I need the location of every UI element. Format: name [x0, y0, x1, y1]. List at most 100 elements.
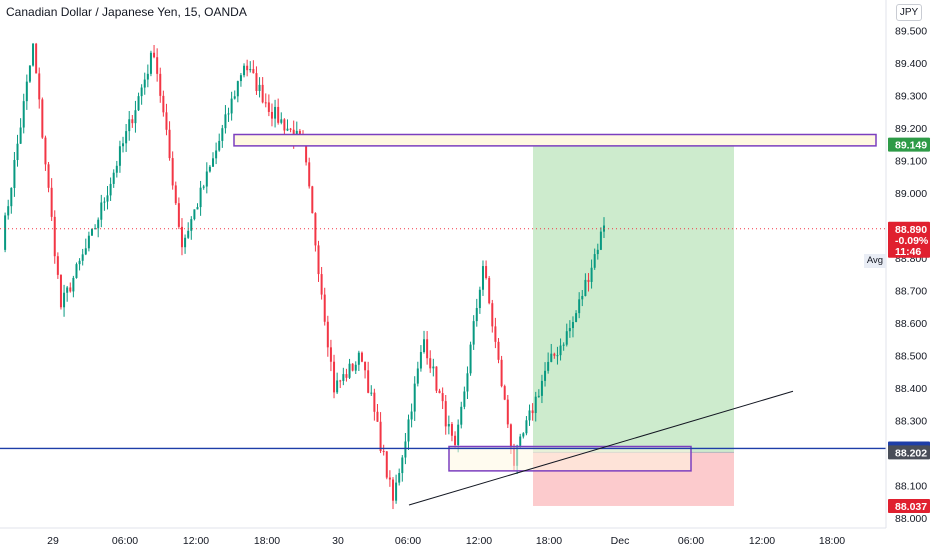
price-tag-stop	[888, 498, 930, 513]
candle-body	[63, 292, 66, 308]
candle-body	[556, 355, 559, 357]
candle-body	[19, 127, 22, 144]
candle-body	[264, 102, 267, 104]
time-tick-label: 29	[47, 535, 59, 547]
price-tick-label: 88.100	[895, 481, 927, 493]
candle-body	[466, 373, 469, 392]
trendline	[408, 390, 794, 506]
candle-body	[274, 106, 277, 119]
candle-body	[236, 81, 239, 97]
candle-body	[587, 279, 590, 282]
candle-body	[544, 370, 547, 381]
candle-body	[149, 52, 152, 74]
currency-button[interactable]: JPY	[896, 4, 922, 21]
profit-zone	[533, 144, 734, 453]
candle-body	[134, 110, 137, 124]
time-tick-label: 12:00	[749, 535, 775, 547]
price-tag-entry	[888, 445, 930, 460]
candle-body	[243, 65, 246, 76]
candle-body	[547, 361, 550, 371]
price-tag-stop-label: 88.037	[895, 501, 927, 513]
avg-label: Avg	[864, 254, 886, 268]
candle-body	[575, 313, 578, 323]
candle-body	[326, 321, 329, 348]
candle-body	[171, 158, 174, 186]
price-tick-label: 89.400	[895, 58, 927, 70]
price-tick-label: 89.100	[895, 156, 927, 168]
candle-body	[118, 146, 121, 166]
candle-body	[345, 374, 348, 378]
candle-body	[140, 87, 143, 97]
candle-body	[379, 421, 382, 452]
candle-body	[239, 75, 242, 82]
candle-body	[522, 433, 525, 437]
candle-body	[298, 130, 301, 135]
candle-body	[202, 186, 205, 188]
candle-body	[376, 411, 379, 422]
candle-body	[267, 102, 270, 112]
candle-body	[367, 370, 370, 393]
candle-body	[336, 380, 339, 393]
candle-body	[199, 187, 202, 208]
candle-body	[84, 248, 87, 255]
candle-body	[342, 374, 345, 381]
time-tick-label: 18:00	[536, 535, 562, 547]
candle-body	[115, 165, 118, 173]
time-tick-label: 12:00	[183, 535, 209, 547]
candle-body	[519, 436, 522, 446]
candle-body	[423, 339, 426, 353]
candle-body	[531, 410, 534, 414]
last-price-tag-line: -0.09%	[895, 235, 929, 247]
price-tick-label: 88.400	[895, 383, 927, 395]
candle-body	[184, 237, 187, 248]
candle-body	[463, 391, 466, 407]
candle-body	[4, 215, 7, 250]
candle-body	[277, 106, 280, 123]
price-tag-target	[888, 137, 930, 152]
candle-body	[97, 219, 100, 229]
candle-body	[255, 73, 258, 91]
candle-body	[553, 353, 556, 356]
candle-body	[571, 322, 574, 329]
candle-body	[190, 219, 193, 231]
candle-body	[329, 347, 332, 362]
candle-body	[385, 451, 388, 478]
candle-body	[596, 249, 599, 255]
candle-body	[584, 279, 587, 296]
candle-body	[208, 166, 211, 172]
candle-body	[311, 186, 314, 214]
candle-body	[599, 231, 602, 250]
candle-body	[10, 187, 13, 207]
candle-body	[491, 303, 494, 327]
price-tick-label: 88.500	[895, 351, 927, 363]
candle-body	[50, 187, 53, 217]
candle-body	[252, 69, 255, 74]
price-tick-label: 88.700	[895, 286, 927, 298]
price-tags: 89.14988.84488.21488.20288.03788.890-0.0…	[888, 137, 930, 513]
time-tick-label: 18:00	[819, 535, 845, 547]
time-tick-label: 18:00	[254, 535, 280, 547]
candle-body	[314, 213, 317, 246]
candle-body	[450, 424, 453, 436]
time-tick-label: 06:00	[678, 535, 704, 547]
price-tag-entry-label: 88.202	[895, 447, 927, 459]
candle-body	[472, 321, 475, 345]
price-tick-label: 89.300	[895, 91, 927, 103]
price-tick-label: 89.200	[895, 123, 927, 135]
candle-body	[22, 101, 25, 128]
candle-body	[360, 352, 363, 362]
candle-body	[66, 287, 69, 293]
candle-body	[509, 424, 512, 448]
candle-body	[187, 230, 190, 238]
time-tick-label: 06:00	[395, 535, 421, 547]
candle-body	[128, 119, 131, 132]
candle-body	[441, 393, 444, 402]
last-price-tag-line: 88.890	[895, 224, 927, 236]
candle-body	[122, 143, 125, 147]
candle-body	[131, 119, 134, 124]
candle-body	[398, 473, 401, 483]
candle-body	[174, 185, 177, 204]
candle-body	[559, 345, 562, 356]
candle-body	[106, 195, 109, 202]
